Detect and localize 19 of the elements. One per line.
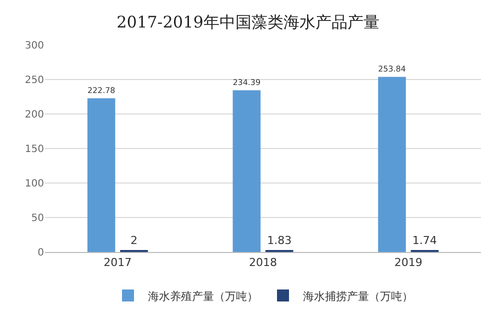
y-tick-label: 50 [31, 213, 44, 224]
y-tick-label: 150 [24, 144, 44, 155]
data-label: 2 [130, 234, 138, 247]
x-tick-label: 2018 [249, 256, 277, 270]
y-tick-label: 300 [24, 40, 44, 52]
legend-label: 海水养殖产量（万吨） [148, 290, 258, 303]
data-label: 1.83 [267, 234, 292, 247]
y-tick-label: 200 [24, 110, 44, 120]
legend-label: 海水捕捞产量（万吨） [303, 290, 413, 303]
y-tick-label: 250 [24, 75, 44, 86]
x-tick-label: 2019 [394, 256, 422, 270]
y-tick-label: 100 [24, 178, 44, 190]
bar [87, 98, 116, 252]
chart-title: 2017-2019年中国藻类海水产品产量 [116, 12, 380, 32]
x-tick-label: 2017 [104, 256, 132, 270]
data-label: 1.74 [412, 234, 437, 247]
bar [378, 76, 406, 252]
y-tick-label: 0 [38, 248, 44, 258]
bar [232, 90, 261, 252]
